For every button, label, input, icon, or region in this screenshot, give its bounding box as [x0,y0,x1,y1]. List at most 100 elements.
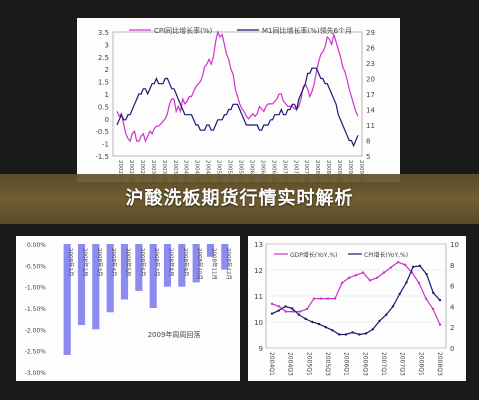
x-axis-tick-label: 2008Q1 [417,352,424,376]
y-axis-tick-label: -1.50% [25,306,47,313]
cpi-series-line-point [277,309,280,312]
gdp-series-line-point [382,271,386,274]
x-axis-tick-label: 2004-09月 [205,160,212,182]
category-label: 2008年5月 [125,248,133,277]
x-axis-tick-label: 2008-05月 [325,160,332,182]
cpi-series-line-point [364,332,368,335]
x-axis-tick-label: 2006-09月 [270,160,277,182]
cpi-series-line-point [270,312,274,315]
legend-label-gdp: GDP增长(YoY,%) [290,251,337,259]
legend-label-m1: M1同比增长率(%)领先6个月 [262,26,352,35]
left-axis-tick-label: 3.5 [98,29,109,37]
category-label: 2008年6月 [139,248,147,277]
x-axis-tick-label: 2003-05月 [161,160,168,182]
bar [77,244,86,326]
cpi-series-line-point [378,319,381,323]
left-axis-tick-label: 10 [254,319,263,327]
x-axis-tick-label: 2005-01月 [216,160,223,182]
cpi-series-line-point [371,328,374,331]
cpi-series-line-point [398,292,401,296]
category-label: 2008年7月 [153,248,161,277]
cpi-series-line-point [311,320,314,324]
legend-label-cpi: CPI增长(YoY,%) [364,251,408,259]
right-axis-tick-label: 20 [366,76,375,84]
gdp-cpi-line-chart: 9 10 11 12 13 0 2 4 6 8 10 2004Q1 2004Q3 2005Q1 2005Q3… [248,236,466,381]
cpi-series-line-point [405,281,408,284]
gdp-series-line-point [277,305,281,308]
gdp-series-line-point [270,302,274,305]
right-axis-tick-label: 14 [366,107,375,115]
cpi-series-line-point [432,291,435,295]
cpi-series-line-point [358,333,361,336]
x-axis-tick-label: 2004-01月 [183,160,190,182]
x-axis-tick-label: 2006Q3 [361,352,368,376]
gdp-series-line-point [424,297,428,300]
right-axis-tick-label: 29 [366,29,375,37]
left-axis-tick-label: 12 [254,267,263,275]
gdp-series-line-point [347,276,351,279]
gdp-series-line-point [361,271,365,274]
category-label: 2008年3月 [96,248,104,277]
x-axis-tick-label: 2008-09月 [336,160,343,182]
gdp-series-line-point [354,274,358,277]
left-axis-tick-label: 0.5 [98,103,109,111]
cpi-series-line-point [338,333,341,336]
cpi-series-line-point [385,313,388,316]
x-axis-tick-label: 2007Q3 [399,352,406,376]
category-label: 2008年4月 [110,248,118,277]
x-axis-tick-label: 2007-05月 [292,160,299,182]
cpi-series-line-point [317,322,321,326]
bar [192,244,200,283]
chart-annotation: 2009年周周回落 [148,330,201,339]
category-label: 2008年11月 [211,248,219,280]
left-axis-tick-label: -1 [102,141,109,149]
cpi-series-line-point [391,305,395,308]
left-axis-tick-label: 11 [254,293,263,301]
cpi-m1-line-chart: -1.5 -1 -0.5 0 0.5 1 1.5 2 2.5 3 3.5 5 8 11 14 17 20 23 26… [77,18,400,182]
right-axis-tick-label: 11 [366,122,375,130]
right-axis-tick-label: 4 [450,303,455,311]
gdp-series-line-point [431,307,435,311]
x-axis-tick-label: 2007Q1 [380,352,387,376]
right-axis-tick-label: 5 [366,153,370,161]
bar [92,244,100,330]
bar [120,244,129,300]
gdp-series-line-point [438,323,442,326]
gdp-series-line-point [375,276,379,279]
gdp-series-line-point [403,263,407,266]
x-axis-tick-label: 2008Q3 [436,352,443,376]
bar [63,244,71,355]
gdp-series-line-point [389,266,393,269]
gdp-cpi-chart-svg: 9 10 11 12 13 0 2 4 6 8 10 2004Q1 2004Q3 2005Q1 2005Q3… [254,241,459,376]
gdp-series-line-point [291,310,295,313]
cpi-series-line [271,265,441,336]
bar [178,244,186,287]
x-axis-tick-label: 2008-01月 [314,160,321,182]
right-axis-tick-label: 0 [450,345,454,353]
x-axis-tick-label: 2005-05月 [227,160,234,182]
left-axis-tick-label: -0.5 [95,128,109,136]
bar [135,244,143,291]
cpi-series-line-point [304,317,307,321]
gdp-series-line-point [312,297,316,300]
x-axis-tick-label: 2005-09月 [238,160,245,182]
bar [149,244,157,308]
right-axis-tick-label: 26 [366,45,375,53]
cpi-series-line-point [351,331,354,334]
x-axis-tick-label: 2002-01月 [117,160,124,182]
gdp-series-line-point [305,307,309,311]
right-axis-tick-label: 6 [450,283,455,291]
legend-label-cpi: CPI同比增长率(%) [154,26,213,35]
x-axis-tick-label: 2005Q1 [305,352,312,376]
left-axis-tick-label: -1.5 [95,153,109,161]
category-label: 2008年2月 [82,248,90,277]
x-axis-tick-label: 2003-01月 [150,160,157,182]
right-axis-tick-label: 10 [450,241,459,249]
plot-area-border [112,31,363,157]
page-title: 沪酸洗板期货行情实时解析 [125,188,354,209]
y-axis-tick-label: -2.50% [25,349,47,356]
left-axis-tick-label: 13 [254,241,263,249]
gdp-series-line-point [417,281,421,285]
gdp-series-line-point [326,297,330,300]
cpi-series-line-point [284,305,287,308]
